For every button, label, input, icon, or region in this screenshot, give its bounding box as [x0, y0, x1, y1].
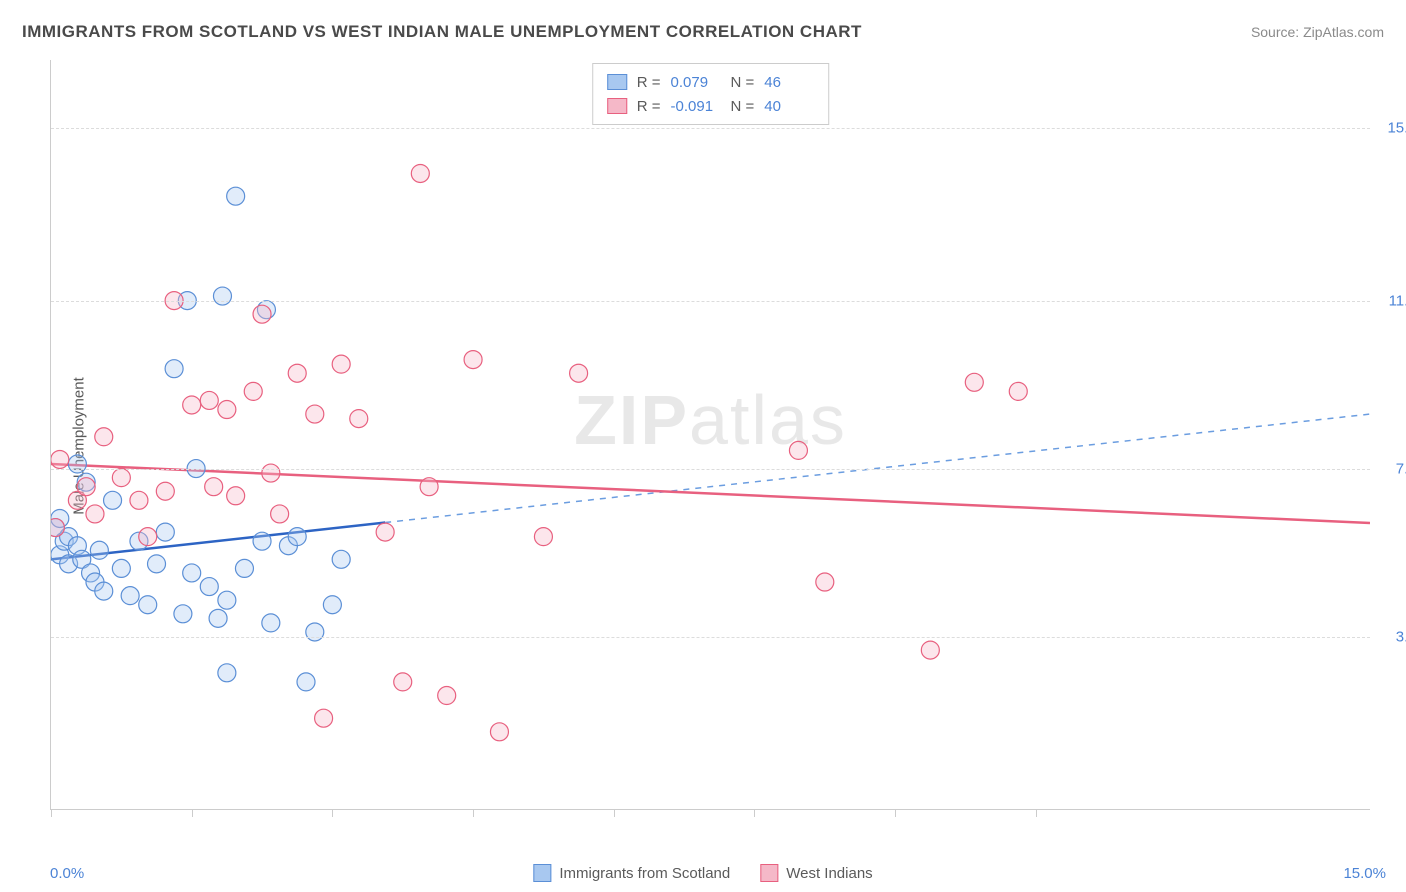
legend-item-westindians: West Indians [760, 864, 872, 882]
label-r: R = [637, 98, 661, 115]
swatch-westindians [607, 98, 627, 114]
chart-title: IMMIGRANTS FROM SCOTLAND VS WEST INDIAN … [22, 22, 862, 42]
swatch-scotland-icon [533, 864, 551, 882]
y-tick-label: 7.5% [1375, 460, 1406, 477]
y-tick-label: 15.0% [1375, 120, 1406, 137]
swatch-scotland [607, 74, 627, 90]
legend-item-scotland: Immigrants from Scotland [533, 864, 730, 882]
watermark: ZIPatlas [574, 380, 847, 460]
x-axis-min-label: 0.0% [50, 865, 84, 882]
plot-svg [51, 60, 1370, 809]
r-value-scotland: 0.079 [671, 74, 721, 91]
swatch-westindians-icon [760, 864, 778, 882]
correlation-legend: R = 0.079 N = 46 R = -0.091 N = 40 [592, 63, 830, 125]
label-n: N = [731, 98, 755, 115]
plot-area: ZIPatlas R = 0.079 N = 46 R = -0.091 N =… [50, 60, 1370, 810]
series-name-scotland: Immigrants from Scotland [559, 865, 730, 882]
series-legend: Immigrants from Scotland West Indians [533, 864, 872, 882]
y-tick-label: 3.8% [1375, 628, 1406, 645]
n-value-scotland: 46 [764, 74, 814, 91]
label-n: N = [731, 74, 755, 91]
series-name-westindians: West Indians [786, 865, 872, 882]
source-attribution: Source: ZipAtlas.com [1251, 24, 1384, 40]
legend-row-westindians: R = -0.091 N = 40 [607, 94, 815, 118]
legend-row-scotland: R = 0.079 N = 46 [607, 70, 815, 94]
n-value-westindians: 40 [764, 98, 814, 115]
r-value-westindians: -0.091 [671, 98, 721, 115]
x-axis-max-label: 15.0% [1343, 865, 1386, 882]
y-tick-label: 11.2% [1375, 292, 1406, 309]
label-r: R = [637, 74, 661, 91]
